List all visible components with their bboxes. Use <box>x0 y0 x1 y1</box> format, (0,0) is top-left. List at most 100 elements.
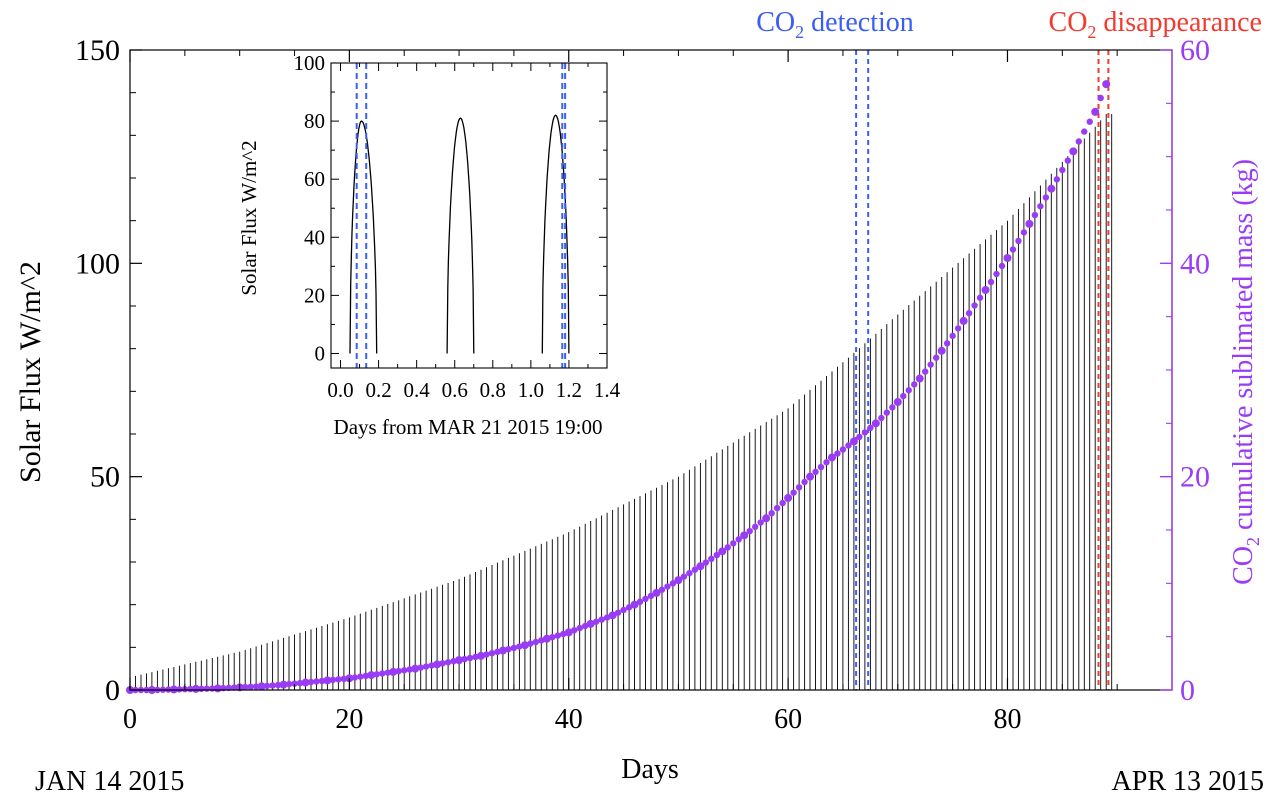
y2-tick-label: 40 <box>1180 247 1210 280</box>
mass-dot <box>296 679 304 687</box>
mass-dot <box>702 559 710 566</box>
mass-dot <box>291 680 298 687</box>
main-plot: 0 20 40 60 80 0 50 100 150 0 20 40 60 <box>75 34 1210 735</box>
inset-y-tick-label: 40 <box>304 225 325 249</box>
mass-dot <box>867 424 874 432</box>
mass-dot <box>757 519 764 526</box>
mass-dot <box>433 661 441 668</box>
mass-dot <box>603 614 611 621</box>
y-tick-label: 100 <box>75 247 120 280</box>
mass-dot <box>324 677 331 684</box>
annotation-lines <box>855 50 1110 690</box>
mass-dot <box>247 683 254 690</box>
mass-dot <box>647 592 655 600</box>
mass-dot <box>521 642 529 649</box>
mass-dot <box>455 656 463 664</box>
mass-dot <box>313 678 320 685</box>
mass-dot <box>686 570 693 577</box>
mass-dot <box>340 675 348 682</box>
disappearance-label-suffix: disappearance <box>1096 7 1262 38</box>
mass-dot <box>664 583 671 590</box>
mass-dot <box>450 658 457 665</box>
y-axis-label: Solar Flux W/m^2 <box>14 261 47 483</box>
mass-dot <box>318 677 326 685</box>
inset-arc-0 <box>349 120 378 354</box>
y-tick-label: 150 <box>75 34 120 67</box>
inset-annotation-lines <box>355 63 567 368</box>
mass-dot <box>1048 185 1055 192</box>
mass-dot <box>932 354 940 361</box>
mass-dot <box>368 671 375 679</box>
mass-dot <box>784 494 792 502</box>
mass-dot <box>609 612 616 619</box>
mass-dot <box>192 685 200 693</box>
mass-dot <box>483 651 490 658</box>
mass-dot <box>592 618 600 625</box>
mass-dot <box>905 387 912 394</box>
mass-dot <box>806 473 814 480</box>
mass-dot <box>505 646 512 653</box>
flux-peaks <box>129 114 1113 690</box>
y2-label-sub: 2 <box>1243 537 1263 546</box>
mass-dot <box>642 595 649 602</box>
mass-dot <box>1015 237 1022 245</box>
mass-dot <box>379 670 386 677</box>
mass-dot <box>280 681 287 688</box>
mass-dot <box>878 414 885 422</box>
start-date-label: JAN 14 2015 <box>35 766 184 797</box>
mass-dot <box>697 563 704 570</box>
y-tick-label: 0 <box>105 674 120 707</box>
mass-dot <box>620 606 627 614</box>
mass-dot <box>439 660 446 667</box>
mass-dot <box>198 685 205 692</box>
mass-dot <box>719 548 726 555</box>
flux-series <box>129 114 1113 690</box>
mass-dot <box>1097 94 1104 102</box>
x-axis-label: Days <box>621 754 679 785</box>
mass-dot <box>998 262 1006 270</box>
mass-dot <box>329 676 337 684</box>
y2-tick-label: 60 <box>1180 34 1210 67</box>
inset-y-tick-label: 100 <box>294 51 326 75</box>
mass-dot <box>713 551 721 559</box>
mass-dot <box>214 685 221 692</box>
mass-dot <box>861 429 869 436</box>
y2-axis-label: CO2 cumulative sublimated mass (kg) <box>1228 159 1263 585</box>
mass-dot <box>538 637 545 644</box>
inset-axes-ticks: 0.0 0.2 0.4 0.6 0.8 1.0 1.2 1.4 0 20 40 60 80 100 <box>294 51 621 402</box>
inset-plot: 0.0 0.2 0.4 0.6 0.8 1.0 1.2 1.4 0 20 40 60 80 100 <box>294 51 621 402</box>
inset-y-tick-label: 0 <box>315 341 326 365</box>
mass-dot <box>362 672 370 680</box>
mass-dot <box>724 544 731 551</box>
mass-dot <box>850 438 858 445</box>
mass-dot <box>494 648 501 656</box>
mass-dot <box>241 683 249 691</box>
mass-dot <box>922 368 929 375</box>
mass-dot <box>911 381 918 388</box>
mass-dot <box>176 686 183 693</box>
inset-y-tick-label: 80 <box>304 109 325 133</box>
inset-x-tick-label: 0.2 <box>365 378 391 402</box>
mass-dot <box>1020 229 1028 236</box>
mass-dot <box>390 668 397 676</box>
mass-dot <box>680 573 688 580</box>
mass-dot <box>927 361 934 368</box>
mass-dot <box>790 489 797 496</box>
inset-x-tick-label: 1.4 <box>594 378 621 402</box>
mass-dot <box>576 624 583 632</box>
mass-dot <box>285 680 293 688</box>
mass-dot <box>691 566 699 573</box>
mass-dot <box>943 340 951 347</box>
x-tick-label: 0 <box>123 704 137 735</box>
y-tick-label: 50 <box>90 461 120 494</box>
mass-dot <box>949 332 956 340</box>
mass-dot <box>187 685 194 693</box>
mass-dot <box>730 540 737 547</box>
inset-x-tick-label: 0.0 <box>327 378 353 402</box>
mass-dot <box>269 682 276 689</box>
mass-dot <box>1064 157 1072 164</box>
mass-dot <box>461 655 468 663</box>
inset-y-tick-label: 20 <box>304 283 325 307</box>
mass-dot <box>258 683 265 690</box>
mass-dot <box>795 484 803 491</box>
